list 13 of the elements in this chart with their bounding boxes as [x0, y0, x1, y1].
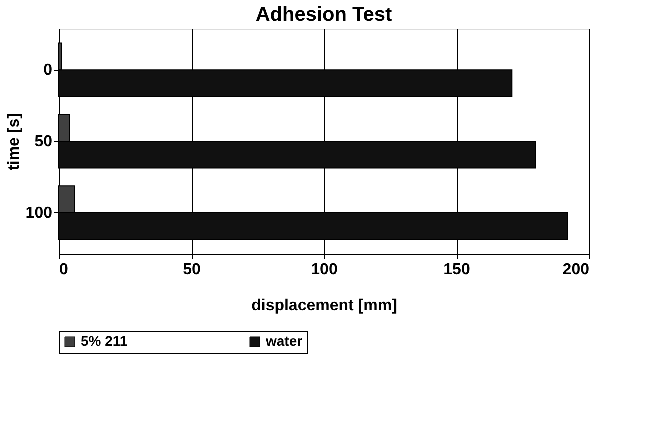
x-tick-label: 150: [444, 262, 470, 278]
y-axis-title: time [s]: [6, 114, 23, 170]
x-tick-label: 200: [562, 262, 590, 278]
x-axis-title: displacement [mm]: [252, 298, 398, 314]
chart-title: Adhesion Test: [256, 4, 392, 26]
x-tick-label: 50: [183, 262, 201, 278]
legend-label: water: [265, 333, 304, 349]
x-tick-label: 100: [311, 262, 338, 278]
y-tick-label: 100: [26, 204, 53, 222]
legend-label: 5% 211: [81, 333, 128, 349]
y-tick-label: 50: [34, 134, 53, 150]
y-tick-label: 0: [44, 62, 53, 80]
x-tick-label: 0: [60, 262, 68, 278]
